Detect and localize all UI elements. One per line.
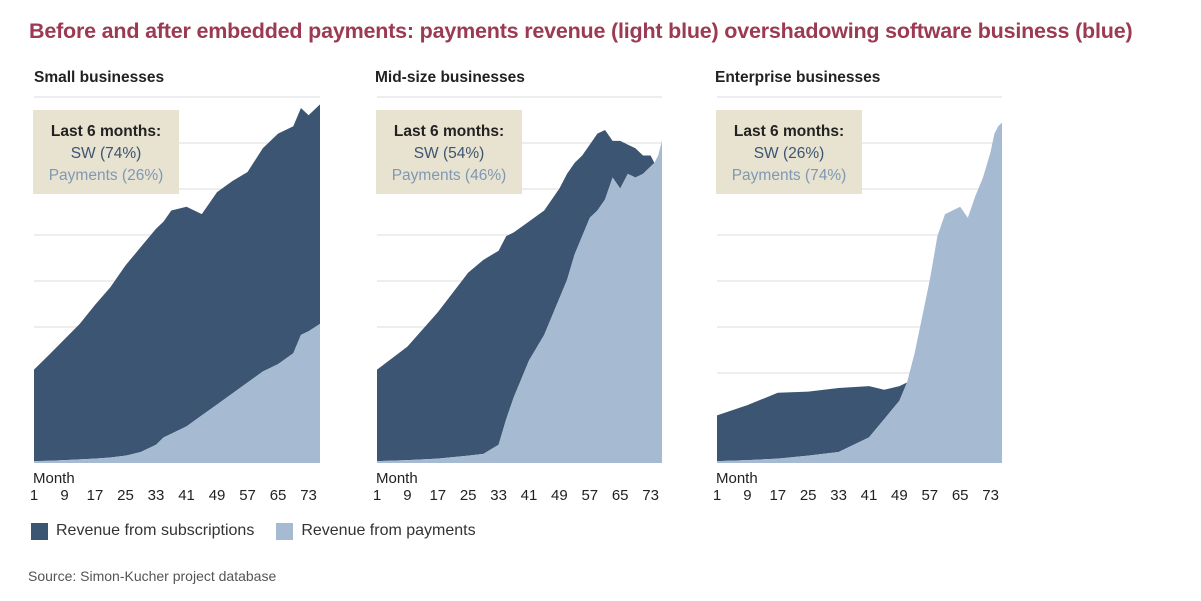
annotation-payments-share: Payments (26%) xyxy=(49,167,164,184)
x-tick-label: 57 xyxy=(921,487,938,504)
x-tick-label: 25 xyxy=(800,487,817,504)
x-tick-label: 17 xyxy=(87,487,104,504)
panel-title-small: Small businesses xyxy=(34,69,165,86)
x-tick-label: 17 xyxy=(769,487,786,504)
x-tick-label: 41 xyxy=(861,487,878,504)
x-axis-label: Month xyxy=(33,470,75,487)
x-tick-label: 1 xyxy=(30,487,38,504)
annotation-payments-share: Payments (74%) xyxy=(732,167,847,184)
x-tick-label: 1 xyxy=(373,487,381,504)
annotation-box xyxy=(33,110,179,194)
series-area-payments xyxy=(377,140,662,464)
x-tick-label: 9 xyxy=(403,487,411,504)
legend-item-payments: Revenue from payments xyxy=(276,522,476,540)
x-tick-label: 73 xyxy=(982,487,999,504)
annotation-payments-share: Payments (46%) xyxy=(392,167,507,184)
x-tick-label: 33 xyxy=(490,487,507,504)
legend-item-subscriptions: Revenue from subscriptions xyxy=(31,522,254,540)
legend-label-subscriptions: Revenue from subscriptions xyxy=(56,522,255,539)
x-axis-label: Month xyxy=(376,470,418,487)
x-tick-label: 25 xyxy=(117,487,134,504)
x-tick-label: 41 xyxy=(178,487,195,504)
x-tick-label: 49 xyxy=(891,487,908,504)
annotation-heading: Last 6 months: xyxy=(51,123,161,140)
x-tick-label: 49 xyxy=(551,487,568,504)
x-tick-label: 57 xyxy=(239,487,256,504)
x-tick-label: 9 xyxy=(60,487,68,504)
x-tick-label: 65 xyxy=(952,487,969,504)
x-tick-label: 65 xyxy=(612,487,629,504)
series-area-payments xyxy=(34,323,320,463)
series-area-subscriptions xyxy=(717,122,1002,462)
x-tick-label: 57 xyxy=(581,487,598,504)
chart-title: Before and after embedded payments: paym… xyxy=(29,19,1133,43)
annotation-heading: Last 6 months: xyxy=(734,123,844,140)
series-area-subscriptions xyxy=(377,129,662,462)
annotation-box xyxy=(376,110,522,194)
annotation-sw-share: SW (26%) xyxy=(754,145,825,162)
panel-title-midsize: Mid-size businesses xyxy=(375,69,525,86)
legend: Revenue from subscriptions Revenue from … xyxy=(31,522,498,540)
x-tick-label: 73 xyxy=(642,487,659,504)
annotation-heading: Last 6 months: xyxy=(394,123,504,140)
x-tick-label: 25 xyxy=(460,487,477,504)
x-tick-label: 49 xyxy=(209,487,226,504)
x-tick-label: 1 xyxy=(713,487,721,504)
x-tick-label: 65 xyxy=(270,487,287,504)
x-tick-label: 33 xyxy=(148,487,165,504)
panel-title-enterprise: Enterprise businesses xyxy=(715,69,881,86)
x-tick-label: 33 xyxy=(830,487,847,504)
source-note: Source: Simon-Kucher project database xyxy=(28,568,277,584)
annotation-sw-share: SW (74%) xyxy=(71,145,142,162)
legend-swatch-payments xyxy=(276,522,294,540)
series-area-payments xyxy=(717,122,1002,464)
x-tick-label: 17 xyxy=(429,487,446,504)
legend-label-payments: Revenue from payments xyxy=(301,522,476,539)
series-area-subscriptions xyxy=(34,104,320,462)
x-tick-label: 73 xyxy=(300,487,317,504)
legend-swatch-subscriptions xyxy=(31,522,48,540)
annotation-sw-share: SW (54%) xyxy=(414,145,485,162)
x-tick-label: 41 xyxy=(521,487,538,504)
x-tick-label: 9 xyxy=(743,487,751,504)
x-axis-label: Month xyxy=(716,470,758,487)
annotation-box xyxy=(716,110,862,194)
